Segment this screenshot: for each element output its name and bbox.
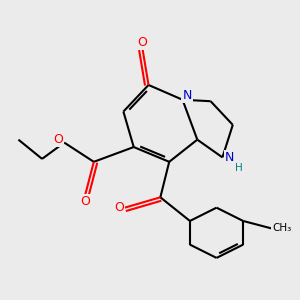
Text: N: N (225, 151, 235, 164)
Text: CH₃: CH₃ (272, 223, 291, 233)
Text: O: O (53, 133, 63, 146)
Text: O: O (138, 36, 148, 49)
Text: O: O (114, 201, 124, 214)
Text: H: H (235, 163, 243, 173)
Text: N: N (182, 89, 192, 102)
Text: O: O (80, 195, 90, 208)
